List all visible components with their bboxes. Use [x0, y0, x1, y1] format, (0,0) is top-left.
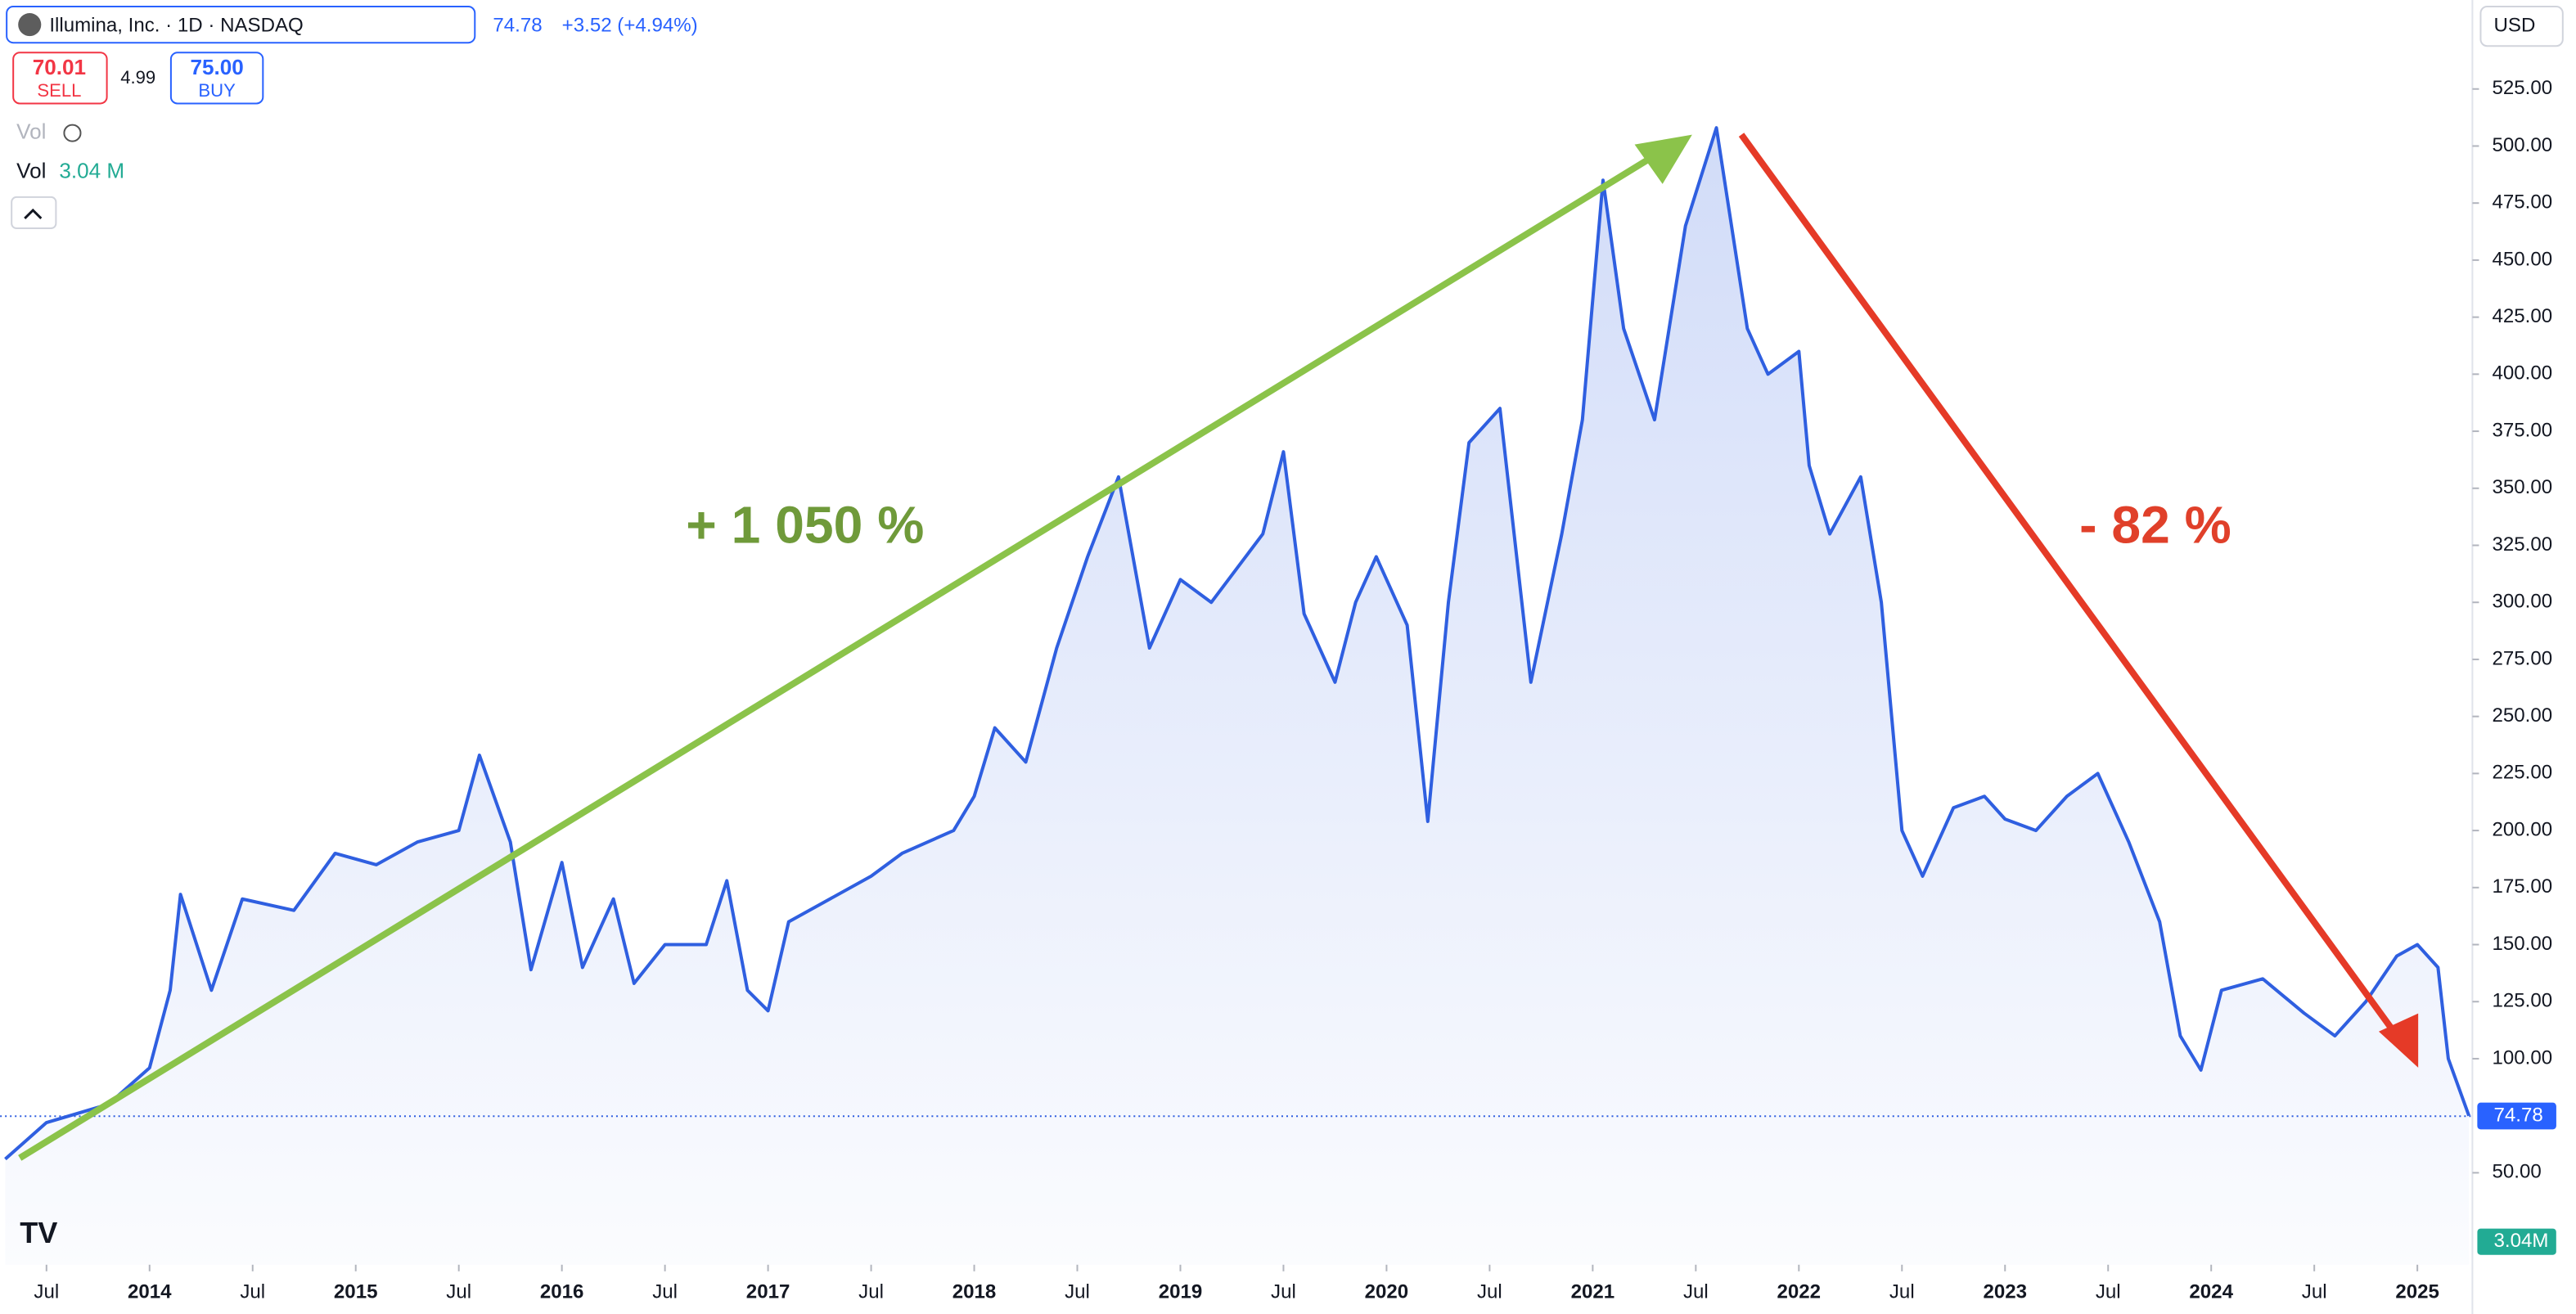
price-line: [4, 126, 2471, 1161]
x-tick-label: Jul: [240, 1280, 265, 1303]
y-tick-label: 175.00: [2492, 875, 2552, 898]
y-tick-label: 200.00: [2492, 818, 2552, 840]
price: 74.78: [493, 14, 542, 36]
y-tick-label: 525.00: [2492, 77, 2552, 99]
logo: [18, 13, 42, 37]
y-tick-label: 275.00: [2492, 647, 2552, 669]
area: [5, 128, 2470, 1265]
x-tick-label: 2016: [540, 1280, 584, 1303]
chevron: [24, 208, 43, 220]
x-tick-label: Jul: [1477, 1280, 1502, 1303]
y-tick-label: 450.00: [2492, 248, 2552, 270]
y-tick-label: 475.00: [2492, 191, 2552, 214]
x-tick-label: Jul: [1065, 1280, 1090, 1303]
sell-price: 70.01: [33, 55, 86, 79]
x-tick-label: 2024: [2189, 1280, 2233, 1303]
eye-icon[interactable]: [63, 124, 82, 142]
y-tick-label: 250.00: [2492, 704, 2552, 727]
y-tick-label: 350.00: [2492, 476, 2552, 498]
vol-value: 3.04 M: [59, 159, 124, 183]
x-tick-label: 2022: [1777, 1280, 1822, 1303]
symbol: Illumina, Inc. · 1D · NASDAQ: [49, 14, 303, 36]
y-tick-label: 150.00: [2492, 933, 2552, 955]
symbol-box[interactable]: [6, 6, 476, 44]
up-arrow: [18, 150, 1661, 1161]
x-tick-label: 2017: [746, 1280, 790, 1303]
x-tick-label: 2019: [1159, 1280, 1203, 1303]
down-arrow-head: [2378, 1013, 2419, 1068]
x-tick-label: 2021: [1571, 1280, 1615, 1303]
annotation: + 1 050 %: [686, 495, 924, 554]
x-tick-label: Jul: [1683, 1280, 1709, 1303]
last-price-tag: [2477, 1103, 2556, 1130]
y-tick-label: 225.00: [2492, 762, 2552, 784]
y-tick-label: 50.00: [2492, 1161, 2541, 1183]
volume-tag: [2477, 1228, 2556, 1255]
y-tick-label: 100.00: [2492, 1046, 2552, 1069]
y-tick-label: 325.00: [2492, 533, 2552, 556]
y-tick-label: 400.00: [2492, 362, 2552, 385]
y-tick-label: 500.00: [2492, 134, 2552, 156]
vol-label: Vol: [16, 119, 46, 143]
y-tick-label: 375.00: [2492, 419, 2552, 441]
buy-button[interactable]: [169, 52, 264, 105]
buy-price: 75.00: [190, 55, 243, 79]
last-price-label: 74.78: [2494, 1105, 2543, 1127]
x-tick-label: 2015: [334, 1280, 378, 1303]
x-tick-label: Jul: [2096, 1280, 2121, 1303]
y-tick-label: 125.00: [2492, 990, 2552, 1012]
sell-label: SELL: [37, 80, 81, 101]
x-tick-label: Jul: [446, 1280, 471, 1303]
spread: 4.99: [120, 67, 155, 88]
x-tick-label: Jul: [1889, 1280, 1915, 1303]
sell-button[interactable]: [12, 52, 108, 105]
annotation: - 82 %: [2079, 495, 2231, 554]
currency: USD: [2494, 14, 2536, 36]
plot: [0, 126, 2473, 1265]
y-tick-label: 300.00: [2492, 591, 2552, 613]
currency-button[interactable]: [2479, 6, 2564, 47]
x-tick-label: 2023: [1983, 1280, 2027, 1303]
tv-logo: TV: [20, 1216, 57, 1249]
x-tick-label: Jul: [2302, 1280, 2327, 1303]
x-tick-label: 2018: [952, 1280, 997, 1303]
change: +3.52 (+4.94%): [562, 14, 698, 36]
x-tick-label: Jul: [1271, 1280, 1296, 1303]
volume-label: 3.04M: [2494, 1230, 2549, 1252]
y-tick-label: 425.00: [2492, 305, 2552, 327]
x-tick-label: 2020: [1365, 1280, 1409, 1303]
x-tick-label: Jul: [858, 1280, 884, 1303]
up-arrow-head: [1634, 134, 1692, 184]
vol-label: Vol: [16, 159, 46, 183]
x-tick-label: Jul: [34, 1280, 59, 1303]
x-tick-label: Jul: [652, 1280, 678, 1303]
down-arrow: [1738, 133, 2402, 1041]
x-tick-label: 2025: [2395, 1280, 2439, 1303]
buy-label: BUY: [198, 80, 236, 101]
x-tick-label: 2014: [128, 1280, 172, 1303]
